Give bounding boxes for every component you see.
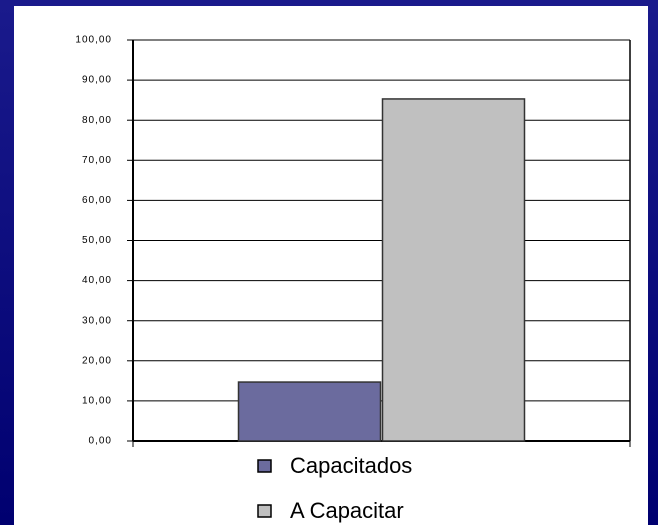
legend-swatch	[257, 504, 272, 518]
bar	[381, 98, 526, 442]
y-tick-label: 60,00	[82, 195, 112, 206]
y-tick-label: 0,00	[89, 436, 112, 447]
legend-label: Capacitados	[290, 453, 412, 478]
legend-swatch	[257, 459, 272, 473]
y-tick-label: 90,00	[82, 75, 112, 86]
bar	[237, 381, 382, 442]
y-tick-label: 30,00	[82, 315, 112, 326]
y-tick-label: 50,00	[82, 235, 112, 246]
legend-label: A Capacitar	[290, 498, 404, 523]
y-tick-label: 40,00	[82, 275, 112, 286]
y-tick-label: 10,00	[82, 396, 112, 407]
y-tick-label: 80,00	[82, 115, 112, 126]
y-tick-label: 70,00	[82, 155, 112, 166]
y-tick-label: 20,00	[82, 355, 112, 366]
y-tick-label: 100,00	[75, 35, 112, 46]
